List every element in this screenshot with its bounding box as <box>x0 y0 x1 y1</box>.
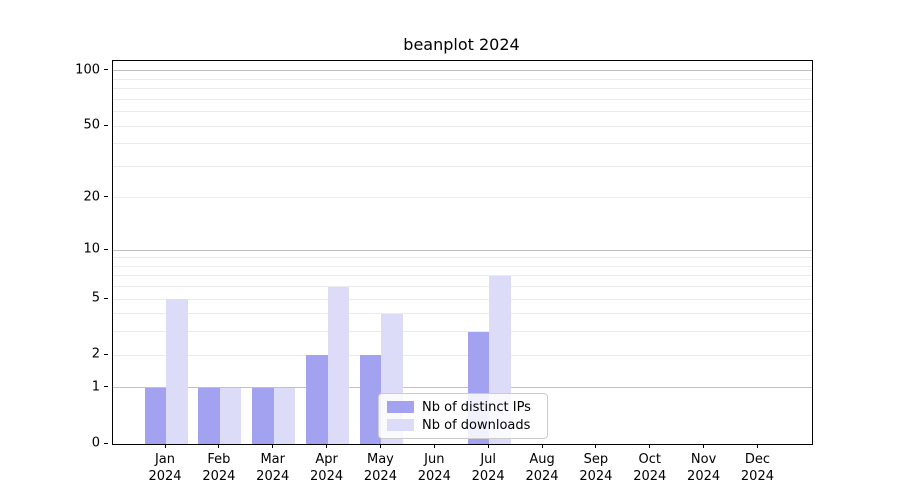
legend-label-downloads: Nb of downloads <box>422 417 531 433</box>
gridline-30 <box>113 165 812 167</box>
ytick-label-10: 10 <box>83 241 100 257</box>
xtick-label-dec: Dec 2024 <box>740 452 774 484</box>
ytick-mark-20 <box>104 196 108 198</box>
gridline-3 <box>113 331 812 333</box>
ytick-label-5: 5 <box>91 290 100 306</box>
gridline-10 <box>113 249 812 251</box>
ytick-label-1: 1 <box>91 379 100 395</box>
xtick-mark-jan <box>164 444 166 448</box>
legend-entry-distinct-ips: Nb of distinct IPs <box>387 400 539 415</box>
ytick-label-0: 0 <box>91 435 100 451</box>
gridline-100 <box>113 70 812 72</box>
xtick-mark-oct <box>649 444 651 448</box>
xtick-mark-sep <box>595 444 597 448</box>
bar-mar-distinct-ips <box>252 387 274 444</box>
gridline-6 <box>113 286 812 288</box>
bar-apr-distinct-ips <box>306 355 328 444</box>
xtick-mark-jul <box>487 444 489 448</box>
bar-mar-downloads <box>273 387 296 444</box>
xtick-mark-may <box>379 444 381 448</box>
gridline-60 <box>113 111 812 113</box>
xtick-mark-aug <box>541 444 543 448</box>
xtick-mark-mar <box>272 444 274 448</box>
xtick-mark-apr <box>326 444 328 448</box>
xtick-mark-feb <box>218 444 220 448</box>
ytick-mark-50 <box>104 124 108 126</box>
xtick-label-jan: Jan 2024 <box>148 452 182 484</box>
xtick-label-nov: Nov 2024 <box>687 452 721 484</box>
gridline-50 <box>113 125 812 127</box>
xtick-mark-dec <box>756 444 758 448</box>
ytick-label-2: 2 <box>91 346 100 362</box>
gridline-40 <box>113 143 812 145</box>
xtick-label-sep: Sep 2024 <box>579 452 613 484</box>
bar-may-distinct-ips <box>359 355 382 444</box>
xtick-label-jun: Jun 2024 <box>417 452 451 484</box>
ytick-mark-1 <box>104 386 108 388</box>
ytick-mark-10 <box>104 248 108 250</box>
chart-title: beanplot 2024 <box>403 35 520 54</box>
ytick-mark-2 <box>104 353 108 355</box>
gridline-70 <box>113 98 812 100</box>
bar-apr-downloads <box>327 286 350 444</box>
gridline-8 <box>113 265 812 267</box>
xtick-label-mar: Mar 2024 <box>256 452 290 484</box>
bar-feb-distinct-ips <box>198 387 220 444</box>
legend: Nb of distinct IPs Nb of downloads <box>378 393 548 439</box>
ytick-mark-0 <box>104 442 108 444</box>
legend-swatch-distinct-ips <box>387 401 414 413</box>
xtick-mark-jun <box>433 444 435 448</box>
ytick-label-100: 100 <box>75 62 100 78</box>
legend-label-distinct-ips: Nb of distinct IPs <box>422 399 531 415</box>
xtick-label-feb: Feb 2024 <box>202 452 236 484</box>
xtick-label-aug: Aug 2024 <box>525 452 559 484</box>
gridline-20 <box>113 197 812 199</box>
bar-jan-downloads <box>166 299 188 444</box>
legend-entry-downloads: Nb of downloads <box>387 418 539 433</box>
xtick-mark-nov <box>703 444 705 448</box>
legend-swatch-downloads <box>387 419 414 431</box>
ytick-label-20: 20 <box>83 189 100 205</box>
plot-area: Nb of distinct IPs Nb of downloads <box>112 60 813 445</box>
xtick-label-jul: Jul 2024 <box>471 452 505 484</box>
ytick-mark-5 <box>104 297 108 299</box>
ytick-label-50: 50 <box>83 117 100 133</box>
ytick-mark-100 <box>104 69 108 71</box>
gridline-7 <box>113 275 812 277</box>
bar-feb-downloads <box>219 387 242 444</box>
gridline-80 <box>113 88 812 90</box>
gridline-2 <box>113 354 812 356</box>
gridline-5 <box>113 298 812 300</box>
gridline-1 <box>113 387 812 389</box>
xtick-label-apr: Apr 2024 <box>310 452 344 484</box>
gridline-4 <box>113 313 812 315</box>
gridline-90 <box>113 78 812 80</box>
xtick-label-oct: Oct 2024 <box>633 452 667 484</box>
gridline-9 <box>113 257 812 259</box>
bar-jan-distinct-ips <box>144 387 166 444</box>
y-axis: 0 1 2 5 10 20 50 100 <box>0 60 108 451</box>
xtick-label-may: May 2024 <box>363 452 397 484</box>
x-axis: Jan 2024 Feb 2024 Mar 2024 Apr 2024 May 2024… <box>112 444 811 494</box>
